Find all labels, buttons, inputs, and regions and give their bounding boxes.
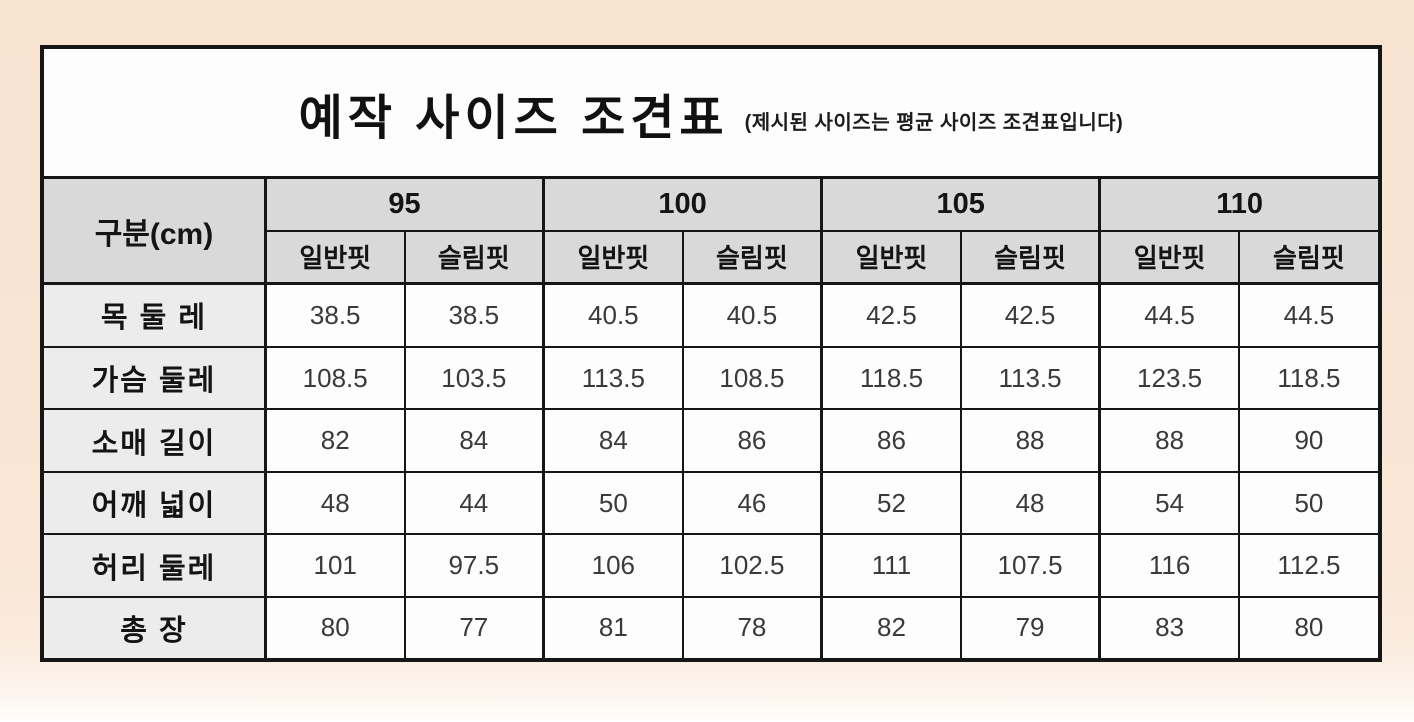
fit-header: 일반핏 xyxy=(820,229,962,285)
size-value-cell: 113.5 xyxy=(959,345,1101,411)
size-value-cell: 42.5 xyxy=(959,281,1101,348)
size-value-cell: 84 xyxy=(403,408,545,473)
size-value-cell: 84 xyxy=(542,408,684,473)
size-value-cell: 44 xyxy=(403,470,545,536)
size-value-cell: 48 xyxy=(263,470,406,536)
size-value-cell: 80 xyxy=(1237,595,1378,658)
row-label: 목 둘 레 xyxy=(44,281,267,348)
size-value-cell: 78 xyxy=(681,595,823,658)
row-label: 소매 길이 xyxy=(44,408,267,473)
size-value-cell: 48 xyxy=(959,470,1101,536)
size-value-cell: 46 xyxy=(681,470,823,536)
size-value-cell: 103.5 xyxy=(403,345,545,411)
size-value-cell: 111 xyxy=(820,533,962,598)
size-value-cell: 82 xyxy=(820,595,962,658)
size-table-head: 구분(cm) 95 100 105 110 일반핏 슬림핏 일반핏 슬림핏 일반핏 슬림핏 일반핏 슬림… xyxy=(44,176,1378,285)
size-table-body: 목 둘 레 38.5 38.5 40.5 40.5 42.5 42.5 44.5 44.5 가슴 … xyxy=(44,281,1378,658)
size-value-cell: 90 xyxy=(1237,408,1378,473)
size-value-cell: 77 xyxy=(403,595,545,658)
size-value-cell: 81 xyxy=(542,595,684,658)
size-value-cell: 50 xyxy=(1237,470,1378,536)
size-value-cell: 108.5 xyxy=(681,345,823,411)
size-group-header: 105 xyxy=(820,176,1101,232)
fit-header: 슬림핏 xyxy=(959,229,1101,285)
size-value-cell: 38.5 xyxy=(263,281,406,348)
row-label: 가슴 둘레 xyxy=(44,345,267,411)
size-value-cell: 112.5 xyxy=(1237,533,1378,598)
table-row: 목 둘 레 38.5 38.5 40.5 40.5 42.5 42.5 44.5 44.5 xyxy=(44,281,1378,348)
size-value-cell: 80 xyxy=(263,595,406,658)
table-row: 가슴 둘레 108.5 103.5 113.5 108.5 118.5 113.5 123.5… xyxy=(44,345,1378,411)
table-row: 어깨 넓이 48 44 50 46 52 48 54 50 xyxy=(44,470,1378,536)
fit-header: 슬림핏 xyxy=(681,229,823,285)
row-label: 총 장 xyxy=(44,595,267,658)
size-value-cell: 54 xyxy=(1098,470,1240,536)
table-row: 허리 둘레 101 97.5 106 102.5 111 107.5 116 112.5 xyxy=(44,533,1378,598)
size-value-cell: 86 xyxy=(681,408,823,473)
size-value-cell: 88 xyxy=(959,408,1101,473)
size-value-cell: 82 xyxy=(263,408,406,473)
size-value-cell: 118.5 xyxy=(820,345,962,411)
size-group-header: 110 xyxy=(1098,176,1378,232)
size-value-cell: 38.5 xyxy=(403,281,545,348)
size-value-cell: 123.5 xyxy=(1098,345,1240,411)
chart-title: 예작 사이즈 조견표 xyxy=(298,91,729,145)
size-value-cell: 44.5 xyxy=(1098,281,1240,348)
size-value-cell: 52 xyxy=(820,470,962,536)
row-label: 어깨 넓이 xyxy=(44,470,267,536)
size-value-cell: 118.5 xyxy=(1237,345,1378,411)
size-value-cell: 101 xyxy=(263,533,406,598)
size-table: 구분(cm) 95 100 105 110 일반핏 슬림핏 일반핏 슬림핏 일반핏 슬림핏 일반핏 슬림… xyxy=(44,176,1378,658)
table-row: 총 장 80 77 81 78 82 79 83 80 xyxy=(44,595,1378,658)
size-value-cell: 50 xyxy=(542,470,684,536)
size-value-cell: 102.5 xyxy=(681,533,823,598)
fit-header: 슬림핏 xyxy=(1237,229,1378,285)
fit-header: 일반핏 xyxy=(542,229,684,285)
size-value-cell: 42.5 xyxy=(820,281,962,348)
size-group-header: 100 xyxy=(542,176,823,232)
table-row: 소매 길이 82 84 84 86 86 88 88 90 xyxy=(44,408,1378,473)
size-value-cell: 44.5 xyxy=(1237,281,1378,348)
size-value-cell: 106 xyxy=(542,533,684,598)
size-value-cell: 97.5 xyxy=(403,533,545,598)
fit-header: 일반핏 xyxy=(1098,229,1240,285)
size-value-cell: 113.5 xyxy=(542,345,684,411)
size-group-header: 95 xyxy=(263,176,545,232)
header-row-fits: 일반핏 슬림핏 일반핏 슬림핏 일반핏 슬림핏 일반핏 슬림핏 xyxy=(44,229,1378,285)
fit-header: 슬림핏 xyxy=(403,229,545,285)
size-chart-card: 예작 사이즈 조견표 (제시된 사이즈는 평균 사이즈 조견표입니다) 구분(c… xyxy=(40,45,1382,662)
fit-header: 일반핏 xyxy=(263,229,406,285)
size-value-cell: 40.5 xyxy=(681,281,823,348)
size-value-cell: 83 xyxy=(1098,595,1240,658)
size-value-cell: 79 xyxy=(959,595,1101,658)
chart-subtitle: (제시된 사이즈는 평균 사이즈 조견표입니다) xyxy=(744,112,1124,134)
size-value-cell: 116 xyxy=(1098,533,1240,598)
size-value-cell: 107.5 xyxy=(959,533,1101,598)
header-row-sizes: 구분(cm) 95 100 105 110 xyxy=(44,176,1378,285)
size-value-cell: 40.5 xyxy=(542,281,684,348)
size-value-cell: 86 xyxy=(820,408,962,473)
row-label: 허리 둘레 xyxy=(44,533,267,598)
title-band: 예작 사이즈 조견표 (제시된 사이즈는 평균 사이즈 조견표입니다) xyxy=(44,49,1378,176)
size-value-cell: 88 xyxy=(1098,408,1240,473)
corner-header-cell: 구분(cm) xyxy=(44,176,267,285)
size-value-cell: 108.5 xyxy=(263,345,406,411)
